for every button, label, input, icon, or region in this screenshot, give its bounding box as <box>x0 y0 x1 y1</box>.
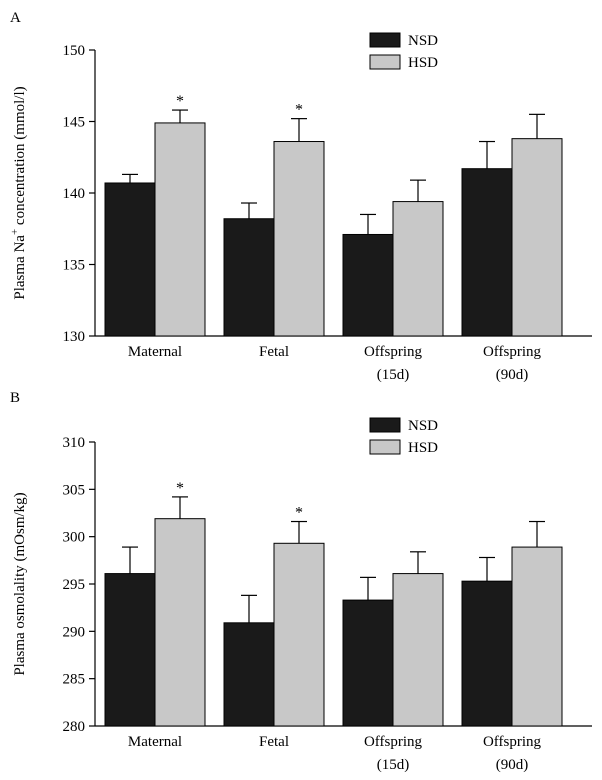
y-tick-label: 290 <box>63 624 86 640</box>
legend-label-hsd: HSD <box>408 55 438 71</box>
legend-label-nsd: NSD <box>408 33 438 49</box>
bar-nsd <box>342 599 394 727</box>
bar-nsd <box>461 580 513 727</box>
significance-marker: * <box>176 93 184 110</box>
y-axis-label-part: Plasma osmolality (mOsm/kg) <box>12 492 28 675</box>
y-axis-label: Plasma osmolality (mOsm/kg) <box>12 492 28 675</box>
category-label: Fetal <box>259 344 289 360</box>
bar-hsd <box>392 201 444 337</box>
y-tick-label: 145 <box>63 115 86 131</box>
category-label: Fetal <box>259 734 289 750</box>
bar-hsd <box>154 518 206 727</box>
category-label: Maternal <box>128 734 182 750</box>
bar-nsd <box>104 573 156 727</box>
y-axis-label-superscript: + <box>9 229 21 235</box>
panel-a-sodium-chart: A 130 135 140 145 150 Plasma Na+ concentration… <box>9 10 592 383</box>
panel-b-osmolality-chart: B 280 285 290 295 300 305 310 Plasma osmolality … <box>10 390 592 773</box>
significance-marker: * <box>295 102 303 119</box>
legend-label-nsd: NSD <box>408 418 438 434</box>
category-label: Offspring <box>483 344 542 360</box>
y-tick-label: 135 <box>63 258 86 274</box>
bar-hsd <box>273 141 325 337</box>
bar-hsd <box>511 138 563 337</box>
bar-nsd <box>461 168 513 337</box>
y-axis-label: Plasma Na+ concentration (mmol/l) <box>9 86 28 299</box>
y-tick-label: 305 <box>63 482 86 498</box>
y-tick-label: 295 <box>63 577 86 593</box>
significance-marker: * <box>295 505 303 522</box>
bar-nsd <box>223 622 275 727</box>
bar-hsd <box>273 542 325 727</box>
category-label: (15d) <box>377 757 410 773</box>
bar-hsd <box>154 122 206 337</box>
y-tick-label: 140 <box>63 186 86 202</box>
category-label: (90d) <box>496 757 529 773</box>
bar-hsd <box>392 573 444 727</box>
legend-swatch-nsd <box>369 417 401 433</box>
y-tick-label: 310 <box>63 435 86 451</box>
bar-nsd <box>342 233 394 337</box>
y-tick-label: 130 <box>63 329 86 345</box>
y-tick-label: 300 <box>63 530 86 546</box>
bar-nsd <box>104 182 156 337</box>
category-label: Offspring <box>364 734 423 750</box>
panel-letter: B <box>10 390 20 406</box>
y-axis-label-part: Plasma Na <box>12 235 28 300</box>
y-tick-label: 285 <box>63 672 86 688</box>
category-label: (15d) <box>377 367 410 383</box>
legend-label-hsd: HSD <box>408 440 438 456</box>
category-label: (90d) <box>496 367 529 383</box>
category-label: Offspring <box>483 734 542 750</box>
bar-nsd <box>223 218 275 337</box>
y-axis-label-part: concentration (mmol/l) <box>12 86 28 228</box>
legend-swatch-hsd <box>369 439 401 455</box>
panel-letter: A <box>10 10 21 26</box>
legend-swatch-nsd <box>369 32 401 48</box>
category-label: Offspring <box>364 344 423 360</box>
y-tick-label: 150 <box>63 43 86 59</box>
bar-hsd <box>511 546 563 727</box>
significance-marker: * <box>176 480 184 497</box>
legend-swatch-hsd <box>369 54 401 70</box>
category-label: Maternal <box>128 344 182 360</box>
y-tick-label: 280 <box>63 719 86 735</box>
